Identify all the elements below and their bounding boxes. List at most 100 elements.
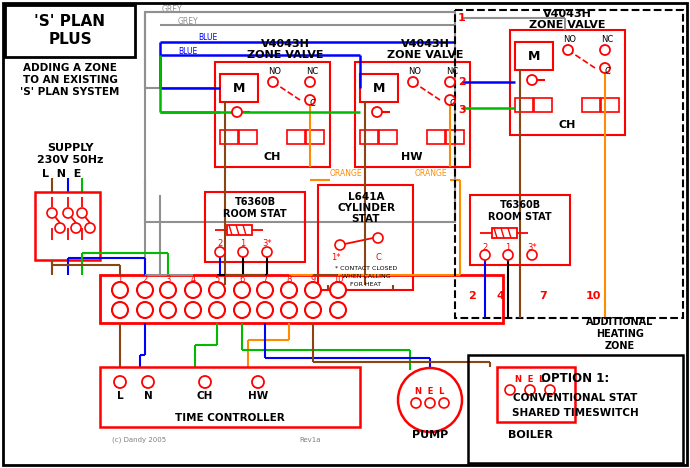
Text: 5: 5 [215,276,219,285]
Text: 'S' PLAN: 'S' PLAN [34,15,106,29]
Circle shape [114,376,126,388]
Text: 2: 2 [468,291,476,301]
Circle shape [480,250,490,260]
Text: WHEN CALLING: WHEN CALLING [342,275,391,279]
Text: C: C [375,254,381,263]
Circle shape [503,250,513,260]
Text: T6360B: T6360B [500,200,540,210]
Text: 4: 4 [190,276,196,285]
Text: 230V 50Hz: 230V 50Hz [37,155,104,165]
Text: T6360B: T6360B [235,197,275,207]
Circle shape [411,398,421,408]
Text: L  N  E: L N E [42,169,81,179]
Circle shape [305,282,321,298]
Text: L641A: L641A [348,192,384,202]
Bar [497,367,575,422]
Circle shape [55,223,65,233]
Text: C: C [449,100,455,109]
Circle shape [330,302,346,318]
Bar [492,228,517,238]
Text: 7: 7 [539,291,547,301]
Text: M: M [528,50,540,63]
Text: NO: NO [564,36,577,44]
Text: BLUE: BLUE [198,34,217,43]
Text: GREY: GREY [178,17,199,27]
Text: NC: NC [446,67,458,76]
Bar [220,130,238,144]
Text: 10: 10 [333,276,343,285]
Text: SUPPLY: SUPPLY [47,143,93,153]
Text: 2: 2 [482,242,488,251]
Circle shape [257,282,273,298]
Circle shape [257,302,273,318]
Circle shape [445,95,455,105]
Circle shape [160,282,176,298]
Bar [470,195,570,265]
Bar [534,98,552,112]
Text: 1: 1 [240,240,246,249]
Circle shape [439,398,449,408]
Circle shape [505,385,515,395]
Circle shape [215,247,225,257]
Text: V4043H: V4043H [542,9,591,19]
Text: 1: 1 [505,242,511,251]
Circle shape [77,208,87,218]
Text: CONVENTIONAL STAT: CONVENTIONAL STAT [513,393,637,403]
Circle shape [142,376,154,388]
Text: ADDITIONAL: ADDITIONAL [586,317,653,327]
Bar [582,98,600,112]
Bar [287,130,305,144]
Circle shape [563,45,573,55]
Circle shape [527,250,537,260]
Text: NC: NC [306,67,318,76]
Bar [468,355,683,463]
Text: N  E  L: N E L [515,375,544,385]
Text: ORANGE: ORANGE [415,168,448,177]
Circle shape [398,368,462,432]
Circle shape [112,302,128,318]
Text: ZONE VALVE: ZONE VALVE [247,50,323,60]
Text: V4043H: V4043H [261,39,309,49]
Circle shape [445,77,455,87]
Circle shape [185,282,201,298]
Text: 6: 6 [239,276,245,285]
Circle shape [160,302,176,318]
Text: TIME CONTROLLER: TIME CONTROLLER [175,413,285,423]
Bar [205,192,305,262]
Text: 1*: 1* [331,254,341,263]
Text: OPTION 1:: OPTION 1: [541,372,609,385]
Text: * CONTACT CLOSED: * CONTACT CLOSED [335,266,397,271]
Circle shape [63,208,73,218]
Bar [5,5,135,57]
Circle shape [112,282,128,298]
Text: PUMP: PUMP [412,430,448,440]
Bar [318,185,413,290]
Bar [239,130,257,144]
Circle shape [408,77,418,87]
Text: 9: 9 [310,276,315,285]
Text: BLUE: BLUE [178,47,197,57]
Text: M: M [373,81,385,95]
Text: HEATING: HEATING [596,329,644,339]
Circle shape [305,95,315,105]
Text: PLUS: PLUS [48,32,92,47]
Circle shape [262,247,272,257]
Text: GREY: GREY [162,5,183,14]
Text: ROOM STAT: ROOM STAT [489,212,552,222]
Text: 3: 3 [166,276,170,285]
Bar [427,130,445,144]
Circle shape [600,45,610,55]
Text: ORANGE: ORANGE [330,168,363,177]
Text: 3: 3 [458,105,466,115]
Text: V4043H: V4043H [401,39,449,49]
Bar [510,30,625,135]
Text: 2: 2 [217,240,223,249]
Text: NO: NO [408,67,422,76]
Bar [360,130,378,144]
Text: 2: 2 [142,276,148,285]
Text: 3*: 3* [262,240,272,249]
Text: HW: HW [402,152,423,162]
Text: C: C [604,67,610,76]
Text: 'S' PLAN SYSTEM: 'S' PLAN SYSTEM [20,87,119,97]
Bar [360,74,398,102]
